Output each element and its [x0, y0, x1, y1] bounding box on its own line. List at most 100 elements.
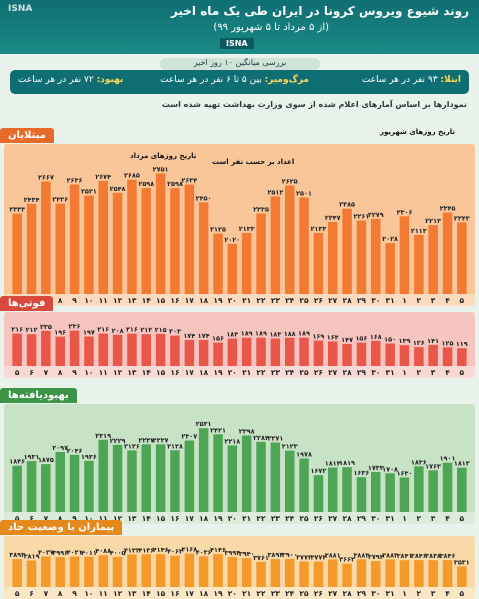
- category-label: ۵: [460, 368, 465, 377]
- category-label: ۲۸: [343, 514, 353, 523]
- value-label: ۲۱۶: [126, 326, 138, 334]
- bar: [299, 458, 309, 512]
- bar: [26, 334, 37, 366]
- page-subtitle: (از ۵ مرداد تا ۵ شهریور ۹۹): [213, 22, 329, 33]
- value-label: ۲۳۸۵: [339, 201, 355, 209]
- bar: [213, 233, 223, 294]
- bar: [299, 337, 309, 366]
- value-label: ۱۸۳: [269, 331, 281, 339]
- value-label: ۲۲۶۱: [353, 213, 369, 221]
- bar: [127, 333, 137, 366]
- value-label: ۲۵۰۱: [296, 190, 312, 198]
- recovery-summary: بهبود: ۷۲ نفر در هر ساعت: [18, 75, 123, 85]
- value-label: ۱۶۳۰: [397, 470, 413, 478]
- bar: [184, 553, 195, 587]
- bar: [127, 554, 137, 587]
- bar: [285, 185, 295, 294]
- value-label: ۲۶۳۴: [181, 177, 197, 185]
- category-label: ۱۲: [113, 368, 123, 377]
- bar: [170, 335, 180, 366]
- value-label: ۲۵۳۱: [196, 420, 212, 428]
- value-label: ۳۹۹۴: [224, 549, 240, 557]
- category-label: ۲۵: [299, 368, 309, 377]
- category-label: ۱۶: [170, 368, 179, 377]
- bar: [256, 561, 266, 587]
- bar: [299, 561, 309, 587]
- value-label: ۳۶۶۳: [339, 556, 355, 564]
- bar: [442, 212, 453, 294]
- bar: [399, 345, 410, 366]
- category-label: ۹: [72, 589, 77, 598]
- bar: [155, 173, 166, 294]
- bar: [414, 466, 424, 512]
- category-label: ۷: [44, 589, 49, 598]
- bar: [112, 334, 123, 366]
- bar: [399, 216, 410, 294]
- bar: [342, 467, 352, 512]
- bar: [98, 555, 108, 587]
- category-label: ۲۶: [314, 296, 323, 305]
- bar: [26, 560, 37, 587]
- bar: [12, 213, 22, 294]
- category-label: ۲۸: [343, 589, 353, 598]
- bar: [414, 234, 424, 294]
- bar: [442, 462, 453, 512]
- value-label: ۴۰۰۵: [110, 549, 126, 557]
- bar: [198, 339, 209, 366]
- bar: [26, 461, 37, 512]
- value-label: ۱۷۴: [183, 332, 195, 340]
- category-label: ۸: [58, 368, 63, 377]
- bar: [155, 554, 166, 587]
- bar: [213, 434, 223, 512]
- bar: [184, 440, 195, 512]
- category-label: ۹: [72, 368, 77, 377]
- bar: [256, 441, 266, 512]
- category-label: ۳: [431, 296, 436, 305]
- bar: [112, 192, 123, 294]
- category-label: ۱۰: [84, 514, 93, 523]
- value-label: ۲۲۱۸: [224, 437, 240, 445]
- category-label: ۱۵: [156, 296, 166, 305]
- bar: [12, 559, 22, 587]
- category-label: ۵: [460, 514, 465, 523]
- category-label: ۳: [431, 368, 436, 377]
- category-label: ۲۲: [256, 296, 266, 305]
- category-label: ۱۷: [185, 514, 195, 523]
- category-label: ۵: [15, 589, 20, 598]
- bar: [371, 561, 381, 587]
- severe-chart: ۳۸۹۳ ۵ ۳۸۱۹ ۶ ۴۰۲۷ ۷ ۳۹۹۶ ۸ ۴۰۲۱ ۹ ۴۰۱۱ ۱۰ ۴۰۸۸ ۱۱ ۴۰۰…: [4, 536, 475, 599]
- category-label: ۱۱: [99, 589, 108, 598]
- bar: [227, 338, 238, 366]
- value-label: ۲۶۸۵: [124, 172, 140, 180]
- category-label: ۱۶: [170, 514, 179, 523]
- death-label: مرگ‌ومیر:: [264, 75, 309, 85]
- value-label: ۲۱۲۵: [210, 226, 226, 234]
- value-label: ۲۵۲۱: [81, 188, 97, 196]
- category-label: ۲۹: [357, 589, 367, 598]
- category-label: ۱۳: [127, 368, 137, 377]
- value-label: ۱۹۰۱: [440, 455, 456, 463]
- bar: [141, 444, 151, 512]
- value-label: ۲۶۲۵: [282, 178, 298, 186]
- value-label: ۱۸۹: [298, 330, 310, 338]
- value-label: ۱۶۷۲: [310, 467, 326, 475]
- value-label: ۳۸۴۶: [411, 552, 427, 560]
- category-label: ۱۸: [199, 514, 209, 523]
- bar: [69, 454, 80, 512]
- value-label: ۲۲۴۷: [325, 214, 341, 222]
- value-label: ۲۱۲۸: [167, 442, 183, 450]
- category-label: ۵: [460, 589, 465, 598]
- value-label: ۲۵۱۲: [267, 188, 283, 196]
- category-label: ۱۵: [156, 514, 166, 523]
- value-label: ۳۵۳۱: [454, 558, 470, 566]
- category-label: ۱۹: [213, 589, 223, 598]
- category-label: ۳۰: [371, 514, 380, 523]
- summary-caption: بررسی میانگین ۱۰ روز اخیر: [160, 58, 320, 70]
- bar: [313, 233, 324, 294]
- value-label: ۱۹۷۸: [296, 451, 312, 459]
- category-label: ۲۶: [314, 514, 323, 523]
- bar: [41, 330, 51, 367]
- value-label: ۴۱۳۲: [124, 546, 140, 554]
- bar: [385, 559, 395, 587]
- category-label: ۴: [445, 589, 450, 598]
